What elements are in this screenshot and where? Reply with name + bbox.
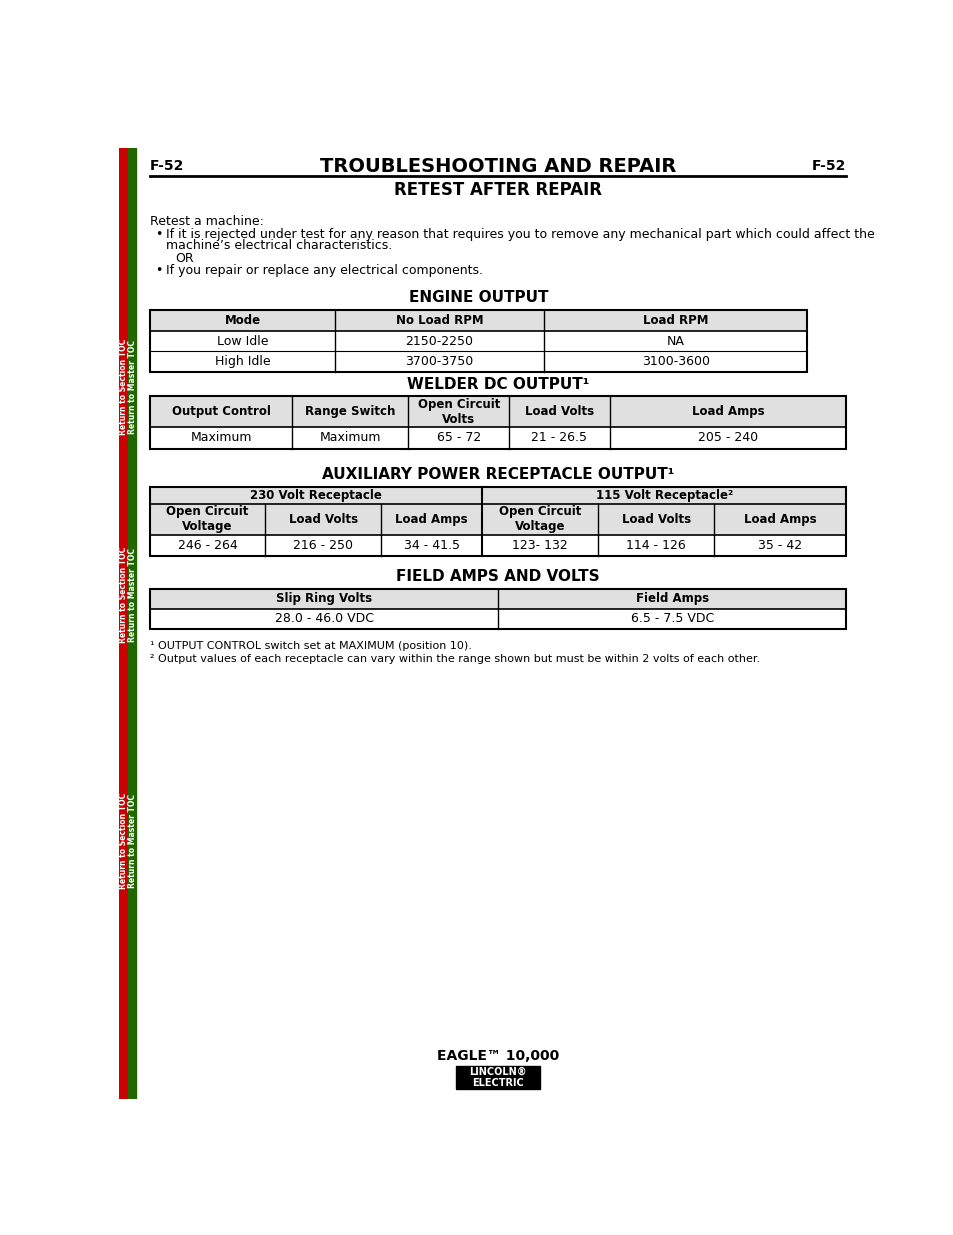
Text: Open Circuit
Volts: Open Circuit Volts — [417, 398, 499, 426]
Text: Output Control: Output Control — [172, 405, 271, 417]
Text: ¹ OUTPUT CONTROL switch set at MAXIMUM (position 10).: ¹ OUTPUT CONTROL switch set at MAXIMUM (… — [150, 641, 472, 651]
Bar — [150, 487, 845, 504]
Text: 114 - 126: 114 - 126 — [626, 538, 685, 552]
Text: RETEST AFTER REPAIR: RETEST AFTER REPAIR — [394, 180, 601, 199]
Text: ² Output values of each receptacle can vary within the range shown but must be w: ² Output values of each receptacle can v… — [150, 655, 760, 664]
Bar — [150, 487, 845, 556]
Text: Low Idle: Low Idle — [216, 335, 268, 348]
Text: Maximum: Maximum — [191, 431, 252, 445]
Text: •: • — [154, 227, 162, 241]
Text: 205 - 240: 205 - 240 — [698, 431, 758, 445]
Text: machine’s electrical characteristics.: machine’s electrical characteristics. — [166, 240, 392, 252]
Text: Maximum: Maximum — [319, 431, 380, 445]
Text: Open Circuit
Voltage: Open Circuit Voltage — [166, 505, 249, 534]
Text: If you repair or replace any electrical components.: If you repair or replace any electrical … — [166, 264, 482, 277]
Text: OR: OR — [174, 252, 193, 266]
Text: 6.5 - 7.5 VDC: 6.5 - 7.5 VDC — [630, 613, 713, 625]
Text: High Idle: High Idle — [214, 354, 270, 368]
Bar — [150, 589, 845, 629]
Bar — [150, 310, 806, 372]
Text: 216 - 250: 216 - 250 — [293, 538, 353, 552]
Text: Field Amps: Field Amps — [635, 592, 708, 605]
Bar — [119, 148, 128, 1099]
Text: 2150-2250: 2150-2250 — [405, 335, 473, 348]
Text: TROUBLESHOOTING AND REPAIR: TROUBLESHOOTING AND REPAIR — [319, 157, 676, 175]
Text: •: • — [154, 264, 162, 277]
Text: FIELD AMPS AND VOLTS: FIELD AMPS AND VOLTS — [396, 569, 599, 584]
Text: Return to Master TOC: Return to Master TOC — [128, 548, 136, 642]
Text: Retest a machine:: Retest a machine: — [150, 215, 264, 228]
Text: Open Circuit
Voltage: Open Circuit Voltage — [498, 505, 580, 534]
Bar — [128, 148, 136, 1099]
Text: Slip Ring Volts: Slip Ring Volts — [275, 592, 372, 605]
Bar — [456, 1066, 539, 1089]
Text: Return to Master TOC: Return to Master TOC — [128, 794, 136, 888]
Text: Return to Section TOC: Return to Section TOC — [119, 547, 128, 643]
Text: 246 - 264: 246 - 264 — [177, 538, 237, 552]
Text: Load Volts: Load Volts — [621, 513, 690, 526]
Text: 35 - 42: 35 - 42 — [758, 538, 801, 552]
Text: NA: NA — [666, 335, 684, 348]
Text: WELDER DC OUTPUT¹: WELDER DC OUTPUT¹ — [407, 377, 589, 391]
Bar — [150, 310, 806, 331]
Text: Return to Section TOC: Return to Section TOC — [119, 793, 128, 889]
Text: F-52: F-52 — [150, 159, 185, 173]
Text: Load Amps: Load Amps — [395, 513, 467, 526]
Text: Return to Master TOC: Return to Master TOC — [128, 340, 136, 433]
Text: 28.0 - 46.0 VDC: 28.0 - 46.0 VDC — [274, 613, 374, 625]
Text: 123- 132: 123- 132 — [512, 538, 567, 552]
Text: Range Switch: Range Switch — [305, 405, 395, 417]
Text: 115 Volt Receptacle²: 115 Volt Receptacle² — [595, 489, 732, 501]
Text: F-52: F-52 — [811, 159, 845, 173]
Bar — [150, 396, 845, 427]
Text: Mode: Mode — [224, 314, 260, 327]
Bar — [150, 589, 845, 609]
Text: 65 - 72: 65 - 72 — [436, 431, 480, 445]
Text: No Load RPM: No Load RPM — [395, 314, 482, 327]
Text: Load Volts: Load Volts — [288, 513, 357, 526]
Text: ENGINE OUTPUT: ENGINE OUTPUT — [409, 290, 548, 305]
Text: Return to Section TOC: Return to Section TOC — [119, 338, 128, 435]
Bar — [150, 504, 845, 535]
Text: 34 - 41.5: 34 - 41.5 — [403, 538, 459, 552]
Text: 3700-3750: 3700-3750 — [405, 354, 473, 368]
Text: Load RPM: Load RPM — [642, 314, 708, 327]
Text: Load Amps: Load Amps — [691, 405, 763, 417]
Bar — [150, 396, 845, 448]
Text: If it is rejected under test for any reason that requires you to remove any mech: If it is rejected under test for any rea… — [166, 227, 874, 241]
Text: 21 - 26.5: 21 - 26.5 — [531, 431, 587, 445]
Text: Load Amps: Load Amps — [743, 513, 816, 526]
Text: AUXILIARY POWER RECEPTACLE OUTPUT¹: AUXILIARY POWER RECEPTACLE OUTPUT¹ — [322, 467, 674, 483]
Text: 230 Volt Receptacle: 230 Volt Receptacle — [250, 489, 381, 501]
Text: EAGLE™ 10,000: EAGLE™ 10,000 — [436, 1049, 558, 1063]
Text: Load Volts: Load Volts — [524, 405, 594, 417]
Text: 3100-3600: 3100-3600 — [641, 354, 709, 368]
Text: LINCOLN®
ELECTRIC: LINCOLN® ELECTRIC — [469, 1067, 526, 1088]
